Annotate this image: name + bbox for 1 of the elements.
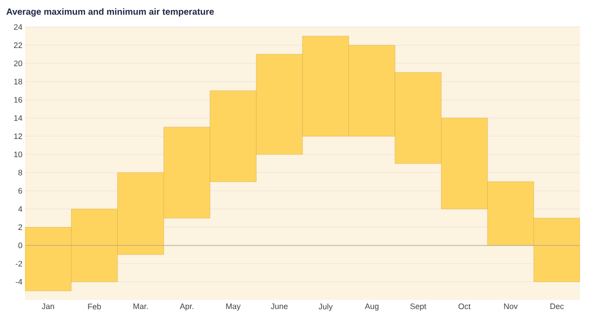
chart-title: Average maximum and minimum air temperature [6,8,214,17]
